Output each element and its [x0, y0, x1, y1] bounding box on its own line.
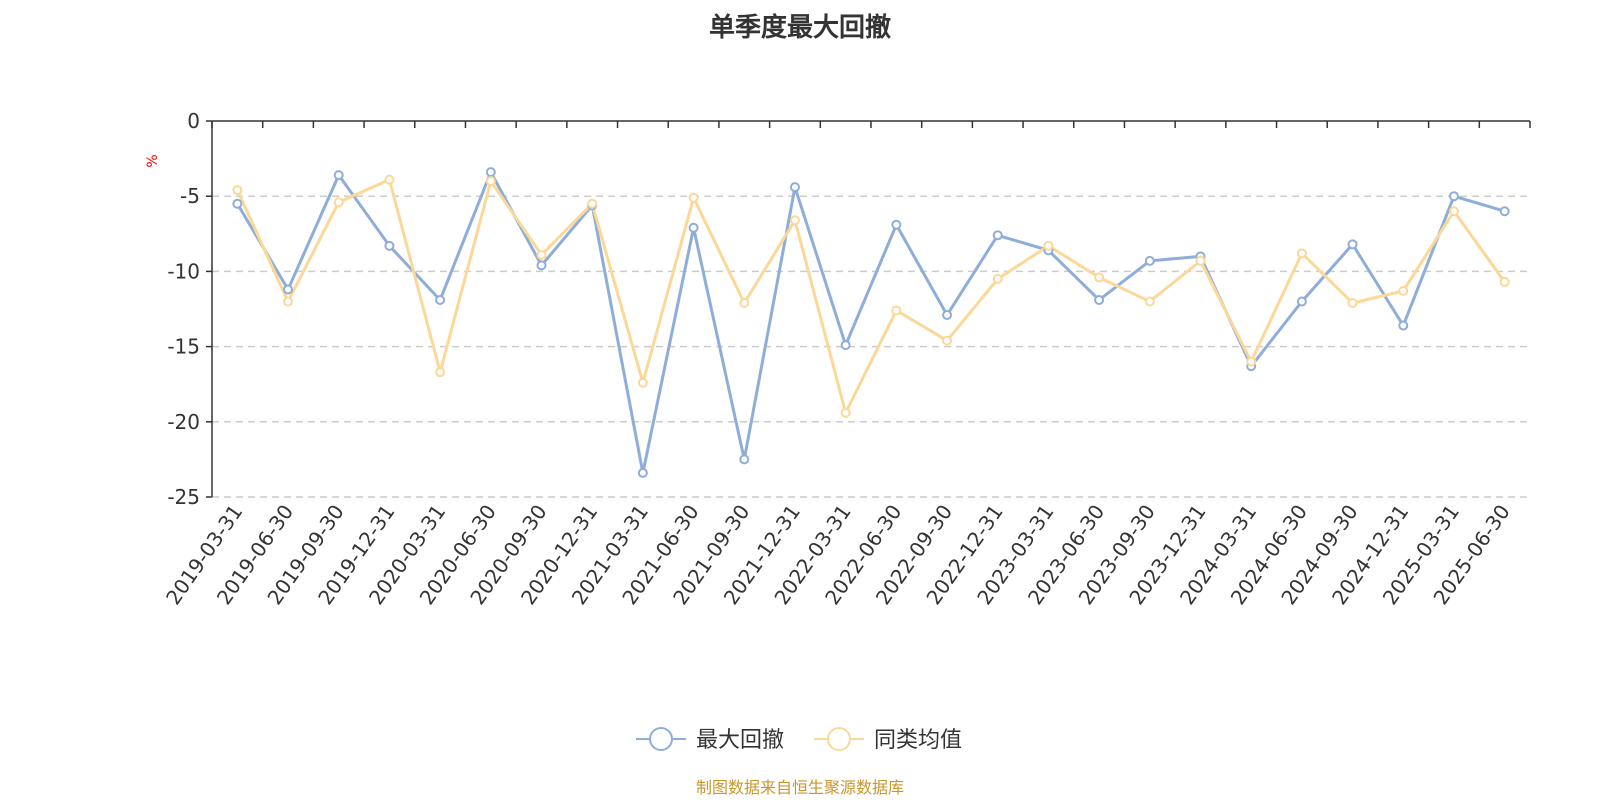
data-point[interactable]: [942, 310, 953, 321]
data-point[interactable]: [942, 335, 953, 346]
data-point[interactable]: [1347, 297, 1358, 308]
data-point[interactable]: [587, 198, 598, 209]
data-point[interactable]: [739, 297, 750, 308]
data-point[interactable]: [1448, 206, 1459, 217]
grid-lines: [212, 195, 1530, 498]
series-line-0: [236, 170, 1506, 475]
data-point[interactable]: [1296, 248, 1307, 259]
data-point[interactable]: [1398, 285, 1409, 296]
data-point[interactable]: [637, 377, 648, 388]
data-point[interactable]: [840, 340, 851, 351]
data-point[interactable]: [840, 407, 851, 418]
data-point[interactable]: [536, 260, 547, 271]
legend-item-1[interactable]: 同类均值: [814, 727, 962, 753]
data-point[interactable]: [435, 367, 446, 378]
legend-marker-icon: [649, 727, 673, 751]
data-point[interactable]: [992, 230, 1003, 241]
data-point[interactable]: [992, 273, 1003, 284]
series-line-1: [235, 178, 1506, 415]
data-point[interactable]: [283, 284, 294, 295]
data-point[interactable]: [283, 296, 294, 307]
data-point[interactable]: [891, 305, 902, 316]
data-point[interactable]: [1448, 191, 1459, 202]
data-point[interactable]: [1043, 240, 1054, 251]
data-point[interactable]: [789, 215, 800, 226]
legend-label: 同类均值: [874, 728, 962, 753]
y-tick-label: -10: [167, 259, 200, 283]
series-lines: [232, 167, 1510, 478]
source-note: 制图数据来自恒生聚源数据库: [696, 778, 904, 797]
legend-item-0[interactable]: 最大回撤: [636, 727, 784, 753]
x-tick-labels: 2019-03-312019-06-302019-09-302019-12-31…: [161, 500, 1515, 609]
data-point[interactable]: [739, 454, 750, 465]
data-point[interactable]: [1144, 296, 1155, 307]
data-point[interactable]: [1296, 296, 1307, 307]
y-tick-label: -20: [167, 410, 200, 434]
y-tick-label: -5: [180, 184, 200, 208]
data-point[interactable]: [485, 176, 496, 187]
data-point[interactable]: [1195, 255, 1206, 266]
data-point[interactable]: [384, 240, 395, 251]
data-point[interactable]: [1246, 356, 1257, 367]
data-point[interactable]: [536, 249, 547, 260]
data-point[interactable]: [333, 170, 344, 181]
data-point[interactable]: [891, 219, 902, 230]
y-tick-label: -25: [167, 485, 200, 509]
data-point[interactable]: [435, 294, 446, 305]
data-point[interactable]: [789, 182, 800, 193]
data-point[interactable]: [688, 192, 699, 203]
data-point[interactable]: [1499, 206, 1510, 217]
legend-marker-icon: [827, 727, 851, 751]
data-point[interactable]: [1094, 272, 1105, 283]
data-point[interactable]: [1094, 294, 1105, 305]
y-tick-labels: 0 -5 -10 -15 -20 -25: [167, 109, 200, 509]
data-point[interactable]: [1347, 239, 1358, 250]
data-point[interactable]: [637, 467, 648, 478]
data-point[interactable]: [1499, 276, 1510, 287]
y-tick-label: -15: [167, 335, 200, 359]
data-point[interactable]: [333, 197, 344, 208]
data-point[interactable]: [232, 185, 243, 196]
chart-title: 单季度最大回撤: [709, 12, 891, 43]
y-tick-label: 0: [187, 109, 200, 133]
legend-label: 最大回撤: [696, 728, 784, 753]
data-point[interactable]: [485, 167, 496, 178]
y-axis-unit: %: [145, 154, 161, 167]
legend[interactable]: 最大回撤 同类均值: [636, 727, 962, 753]
data-point[interactable]: [1398, 320, 1409, 331]
data-point[interactable]: [688, 222, 699, 233]
data-point[interactable]: [384, 174, 395, 185]
axes: [206, 120, 1531, 498]
data-point[interactable]: [232, 198, 243, 209]
data-point[interactable]: [1144, 255, 1155, 266]
